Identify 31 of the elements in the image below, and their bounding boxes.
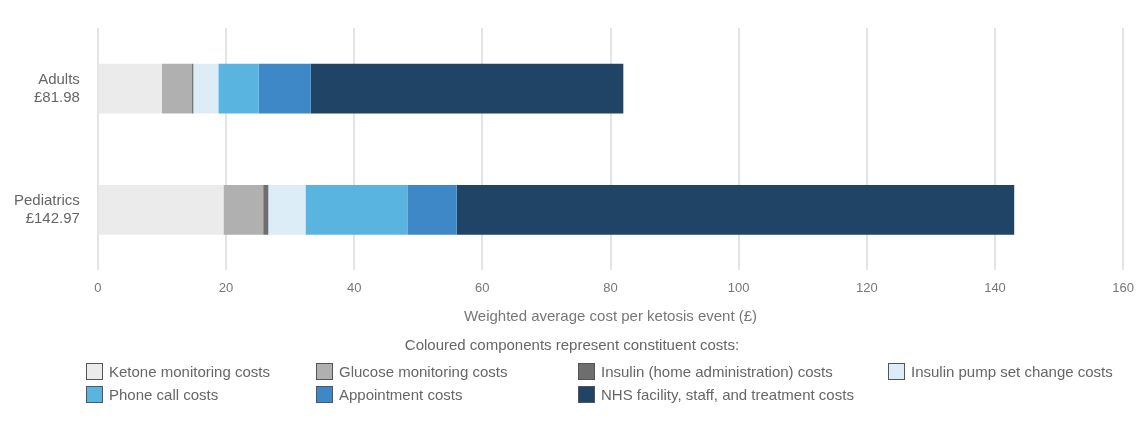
bar: [456, 184, 1015, 235]
x-tick-label: 40: [346, 279, 362, 295]
x-axis-title: Weighted average cost per ketosis event (£): [463, 307, 758, 325]
legend-label: Ketone monitoring costs: [109, 363, 270, 380]
y-tick-label: Adults £81.98: [33, 69, 80, 105]
bar: [407, 184, 457, 235]
legend-title: Coloured components represent constituent costs:: [403, 336, 741, 353]
bar: [305, 184, 408, 235]
x-tick-label: 60: [475, 279, 490, 295]
bar: [161, 63, 193, 114]
x-tick-label: 0: [94, 279, 102, 295]
legend-label: Appointment costs: [339, 386, 463, 403]
legend-label: Insulin (home administration) costs: [601, 363, 833, 380]
x-tick-label: 80: [603, 279, 618, 295]
bar: [263, 184, 269, 235]
x-tick-label: 100: [727, 279, 750, 295]
legend-label: Phone call costs: [109, 386, 219, 403]
bar: [218, 63, 259, 114]
bar: [310, 63, 624, 114]
x-tick-label: 20: [218, 279, 234, 295]
x-tick-label: 160: [1112, 279, 1135, 295]
x-tick-label: 120: [855, 279, 878, 295]
x-tick-label: 140: [984, 279, 1006, 295]
legend-label: Insulin pump set change costs: [911, 363, 1113, 380]
legend-label: Glucose monitoring costs: [339, 363, 508, 380]
legend-label: NHS facility, staff, and treatment costs: [601, 386, 854, 403]
bar: [258, 63, 311, 114]
y-tick-label: Pediatrics £142.97: [14, 190, 80, 226]
bar: [193, 63, 219, 114]
bar: [268, 184, 306, 235]
bar: [223, 184, 264, 235]
